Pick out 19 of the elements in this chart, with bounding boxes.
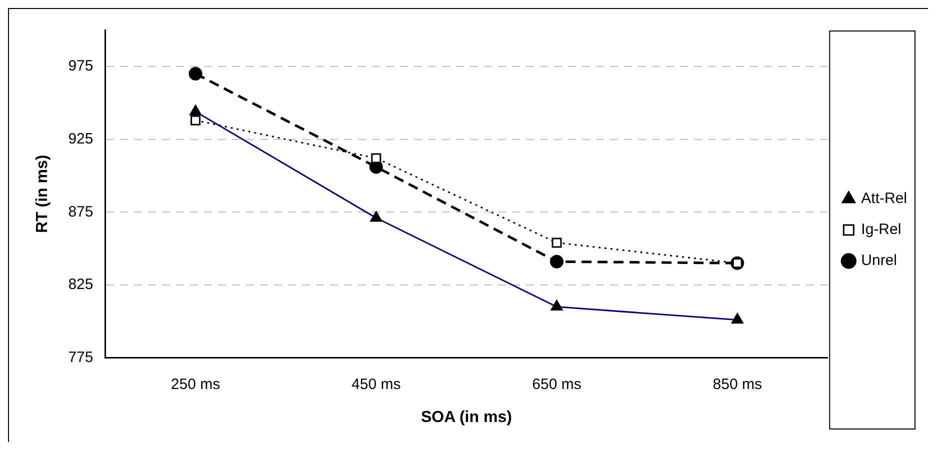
y-tick-label: 775 — [68, 348, 94, 366]
legend-label: Unrel — [861, 252, 898, 270]
point — [552, 238, 562, 248]
x-tick-label: 250 ms — [170, 376, 220, 393]
point — [371, 153, 382, 164]
x-tick-label: 450 ms — [352, 376, 401, 393]
x-tick-label: 850 ms — [712, 376, 762, 393]
point — [188, 66, 202, 80]
point — [550, 254, 564, 268]
x-tick-label: 650 ms — [532, 376, 582, 393]
legend-label: Ig-Rel — [861, 221, 902, 238]
y-tick-label: 925 — [68, 130, 94, 148]
y-tick-label: 975 — [68, 58, 94, 75]
y-tick-label: 825 — [68, 276, 94, 294]
legend-label: Att-Rel — [861, 190, 907, 208]
y-tick-label: 875 — [68, 203, 94, 220]
y-axis-title: RT (in ms) — [34, 154, 52, 234]
x-axis-title: SOA (in ms) — [420, 408, 512, 426]
point — [190, 115, 201, 126]
